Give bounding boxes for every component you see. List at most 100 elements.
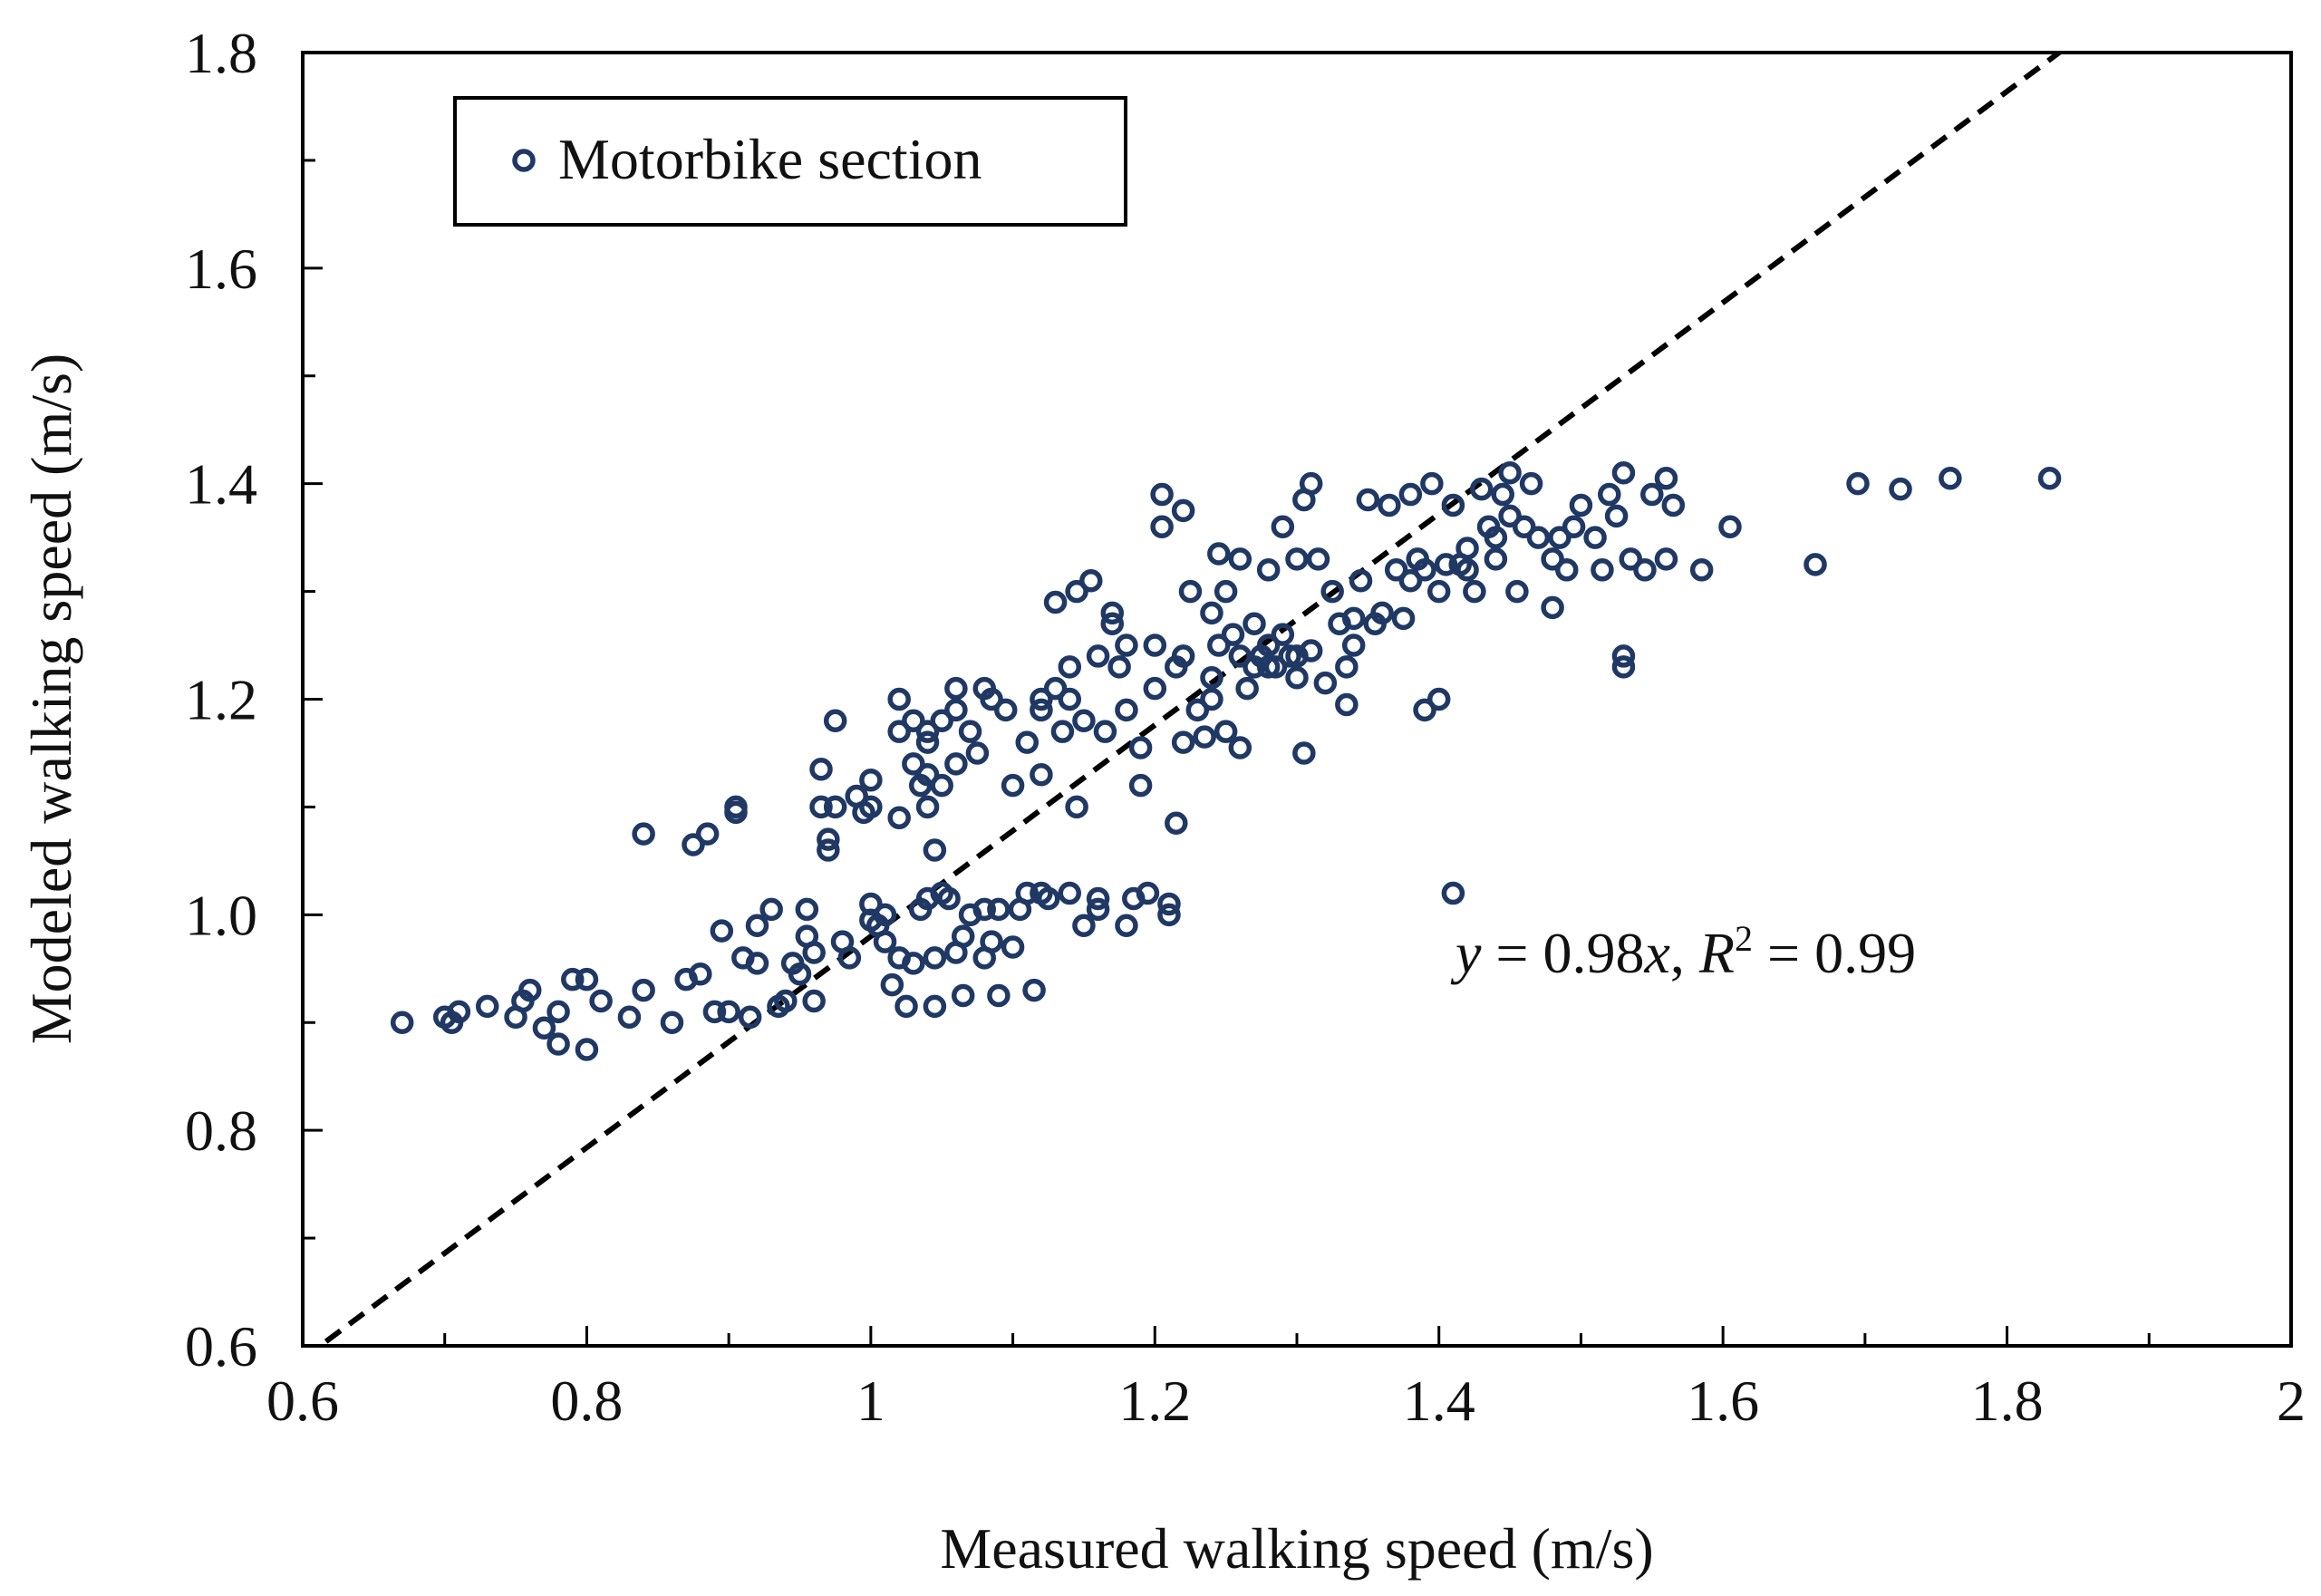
data-point xyxy=(1349,568,1373,593)
data-point xyxy=(1541,595,1564,620)
data-point xyxy=(1611,644,1636,668)
data-point xyxy=(1001,935,1025,959)
data-point xyxy=(575,967,599,991)
data-point xyxy=(1015,730,1039,754)
data-point xyxy=(1256,655,1281,679)
data-point xyxy=(993,698,1018,722)
data-point xyxy=(1171,730,1195,754)
legend: Motorbike section xyxy=(453,96,1127,227)
data-point xyxy=(1548,526,1572,549)
data-point xyxy=(1065,795,1088,819)
data-point xyxy=(1591,558,1614,582)
data-point xyxy=(795,897,819,922)
x-tick-label: 2 xyxy=(2277,1369,2306,1433)
data-point xyxy=(930,773,953,798)
x-tick-label: 0.8 xyxy=(550,1369,623,1433)
data-point xyxy=(1157,903,1181,927)
data-point xyxy=(1093,720,1117,743)
data-point xyxy=(1171,644,1195,668)
data-point xyxy=(1001,773,1025,798)
data-point xyxy=(1107,655,1131,679)
data-point xyxy=(1271,623,1295,646)
data-point xyxy=(1200,687,1223,711)
data-point xyxy=(951,983,975,1008)
data-point xyxy=(1441,493,1465,517)
data-point xyxy=(1271,515,1295,538)
data-point xyxy=(944,752,968,776)
reference-line xyxy=(315,53,2065,1346)
data-point xyxy=(1484,526,1508,549)
data-point xyxy=(575,1038,599,1061)
data-point xyxy=(447,1000,471,1024)
data-point xyxy=(1398,482,1423,507)
data-point xyxy=(1562,515,1586,538)
data-point xyxy=(1413,558,1436,582)
data-point xyxy=(1463,579,1486,604)
data-point xyxy=(1498,504,1522,528)
data-point xyxy=(561,967,585,991)
data-point xyxy=(987,983,1011,1008)
data-point xyxy=(873,930,897,953)
data-point xyxy=(617,1005,642,1030)
data-point xyxy=(745,914,769,937)
data-point xyxy=(802,941,826,964)
data-point xyxy=(1136,881,1160,905)
data-point xyxy=(923,946,947,970)
data-point xyxy=(1434,553,1458,576)
data-point xyxy=(817,838,840,862)
data-point xyxy=(809,795,833,819)
data-point xyxy=(880,972,904,997)
data-point xyxy=(1718,515,1742,538)
plot-area xyxy=(301,51,2293,1348)
data-point xyxy=(1505,579,1529,604)
data-point xyxy=(759,897,783,922)
data-point xyxy=(1150,482,1174,507)
data-point xyxy=(1100,612,1125,636)
data-point xyxy=(1030,687,1053,711)
data-point xyxy=(902,752,925,776)
data-point xyxy=(1611,655,1636,679)
data-point xyxy=(1171,498,1195,523)
data-point xyxy=(1214,720,1238,743)
data-point xyxy=(1306,547,1330,571)
data-point xyxy=(972,897,996,922)
data-point xyxy=(1128,773,1153,798)
data-point xyxy=(1661,493,1686,517)
data-point xyxy=(1889,477,1912,501)
data-point xyxy=(895,994,918,1019)
data-point xyxy=(915,762,940,787)
data-point xyxy=(546,1000,570,1024)
data-point xyxy=(745,952,769,975)
data-point xyxy=(1058,687,1082,711)
data-point xyxy=(1043,676,1068,701)
data-point xyxy=(1633,558,1657,582)
data-point xyxy=(1165,811,1188,836)
data-point xyxy=(1256,558,1281,582)
data-point xyxy=(958,720,982,743)
data-point xyxy=(915,886,940,911)
tick-labels: 0.6 0.8 1 1.2 1.4 1.6 1.8 2 0.6 0.8 1.0 1.2 1.4 1.6 1.… xyxy=(185,21,2306,1433)
annotation-sep: , xyxy=(1670,921,1699,985)
data-point xyxy=(1391,606,1416,631)
data-point xyxy=(1214,579,1238,604)
data-point xyxy=(1157,892,1181,916)
data-point xyxy=(1413,698,1436,722)
data-point xyxy=(930,709,953,733)
data-point xyxy=(1846,471,1870,496)
data-point xyxy=(1235,676,1259,701)
data-point xyxy=(859,768,883,792)
data-point xyxy=(1654,547,1678,571)
data-point xyxy=(1058,881,1082,905)
data-point xyxy=(823,709,847,733)
data-point xyxy=(1015,881,1039,905)
reference-line-group xyxy=(315,53,2065,1346)
y-tick-label: 1.8 xyxy=(185,21,257,85)
data-point xyxy=(1058,655,1082,679)
data-point xyxy=(965,741,990,765)
data-point xyxy=(1256,634,1281,657)
data-point xyxy=(1604,504,1629,528)
data-point xyxy=(1583,526,1607,549)
data-point xyxy=(887,687,911,711)
data-point xyxy=(724,800,748,825)
